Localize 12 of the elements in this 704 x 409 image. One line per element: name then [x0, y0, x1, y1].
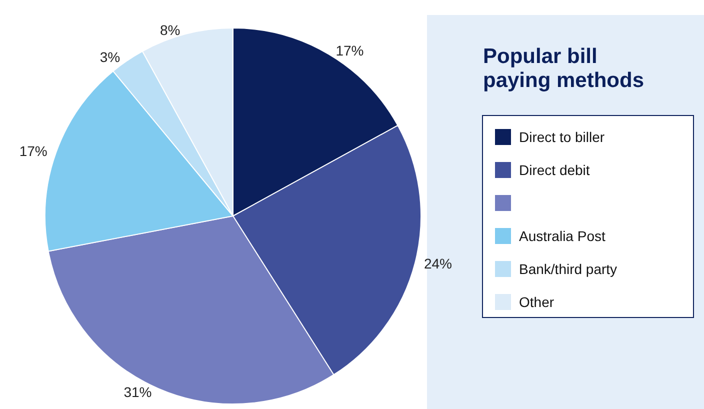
data-label: 24%	[424, 256, 452, 272]
legend-label: Direct to biller	[519, 129, 605, 145]
data-label: 31%	[124, 384, 152, 400]
data-label: 17%	[19, 142, 48, 159]
legend-label: Australia Post	[519, 228, 606, 244]
legend-label: Other	[519, 294, 554, 310]
text: Popular bill paying methods	[483, 45, 646, 93]
data-label: 17%	[336, 42, 364, 59]
data-label: 3%	[100, 49, 120, 66]
legend-label: Direct debit	[519, 162, 590, 178]
data-label: 8%	[160, 22, 180, 38]
legend-label: Bank/third party	[519, 261, 618, 277]
